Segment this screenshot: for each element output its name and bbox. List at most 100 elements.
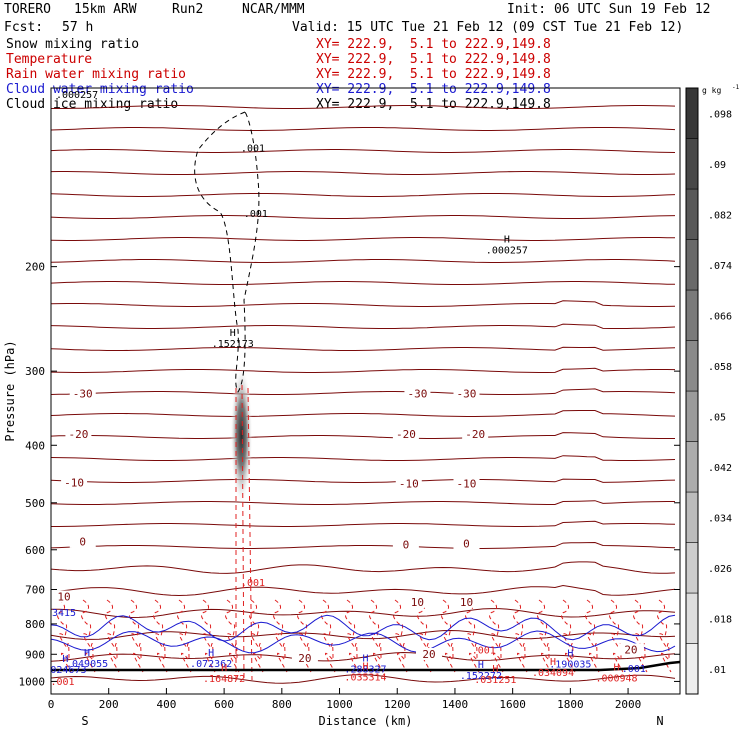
- valid-time: Valid: 15 UTC Tue 21 Feb 12 (09 CST Tue …: [292, 20, 684, 35]
- x-tick-label: 1200: [384, 698, 411, 711]
- isotherm-label: 0: [463, 537, 470, 550]
- isotherm-label: -30: [407, 388, 427, 401]
- field-name: Snow mixing ratio: [6, 37, 140, 52]
- isotherm-label-bg: [65, 428, 92, 441]
- rain-contour: [585, 599, 600, 673]
- colorbar-label: .026: [708, 564, 732, 575]
- extremum-mark: H: [362, 662, 368, 673]
- isotherm-label: -20: [68, 428, 88, 441]
- y-tick-label: 300: [25, 365, 45, 378]
- isotherm-line: [51, 478, 676, 483]
- x-tick-label: 2000: [615, 698, 642, 711]
- contour-label: .001: [472, 645, 496, 656]
- extremum-mark: H: [504, 235, 510, 246]
- extremum-value: .049055: [66, 659, 108, 670]
- extremum-value: .152272: [460, 671, 502, 682]
- colorbar-segment: [685, 188, 699, 240]
- isotherm-line: [51, 259, 676, 263]
- fcst-value: 57 h: [62, 20, 94, 35]
- y-axis-title: Pressure (hPa): [3, 340, 17, 441]
- isotherm-label: 10: [460, 596, 473, 609]
- x-tick-label: 600: [214, 698, 234, 711]
- rain-contour: [129, 599, 144, 673]
- y-tick-label: 800: [25, 618, 45, 631]
- isotherm-line: [51, 455, 676, 461]
- y-tick-label: 700: [25, 584, 45, 597]
- field-xy: XY= 222.9, 5.1 to 222.9,149.8: [316, 52, 551, 67]
- colorbar-unit-exponent: -1: [732, 84, 740, 91]
- x-endpoint-north: N: [656, 714, 663, 728]
- rain-contour: [57, 599, 72, 673]
- isotherm-line: [51, 237, 676, 241]
- isotherm-line: [51, 541, 676, 549]
- isotherm-label-bg: [61, 476, 88, 489]
- isotherm-label: 20: [624, 643, 637, 656]
- rain-contour: [657, 599, 672, 673]
- isotherm-label-bg: [392, 538, 419, 551]
- extremum-mark: H: [550, 657, 556, 668]
- isotherm-line: [51, 367, 676, 373]
- x-tick-label: 1400: [442, 698, 469, 711]
- extremum-value: .000948: [595, 673, 637, 684]
- init-time: Init: 06 UTC Sun 19 Feb 12: [507, 2, 711, 17]
- y-tick-label: 900: [25, 648, 45, 661]
- field-xy: XY= 222.9, 5.1 to 222.9,149.8: [316, 82, 551, 97]
- colorbar-label: .058: [708, 362, 732, 373]
- isotherm-label-bg: [453, 595, 480, 608]
- isotherm-label-bg: [462, 428, 489, 441]
- isotherm-label-bg: [415, 647, 442, 660]
- extremum-mark: H: [567, 649, 573, 660]
- field-name: Rain water mixing ratio: [6, 67, 187, 82]
- isotherm-line: [51, 149, 676, 153]
- isotherm-label: 10: [57, 591, 70, 604]
- isotherm-label: 10: [411, 596, 424, 609]
- contour-label: .001: [622, 664, 646, 675]
- extremum-mark: H: [84, 648, 90, 659]
- rain-contour: [609, 599, 624, 673]
- edge-value: 3415: [52, 608, 76, 619]
- x-axis-title: Distance (km): [319, 714, 413, 728]
- colorbar-label: .01: [708, 665, 726, 676]
- isotherm-line: [51, 520, 676, 527]
- x-tick-label: 0: [48, 698, 55, 711]
- isotherm-label-bg: [69, 387, 96, 400]
- isotherm-label-bg: [404, 387, 431, 400]
- isotherm-line: [51, 300, 676, 307]
- colorbar-label: .082: [708, 210, 732, 221]
- rain-contour: [417, 599, 432, 673]
- extremum-value: .190035: [549, 660, 591, 671]
- colorbar-segment: [685, 138, 699, 190]
- cloud-water-contour: [51, 614, 676, 642]
- isotherm-label-bg: [453, 537, 480, 550]
- x-tick-label: 400: [156, 698, 176, 711]
- isotherm-line: [51, 323, 676, 329]
- isotherm-line: [51, 674, 676, 684]
- isotherm-line: [51, 500, 675, 505]
- field-name: Cloud water mixing ratio: [6, 82, 194, 97]
- x-tick-label: 1000: [326, 698, 353, 711]
- rain-contour: [537, 599, 552, 673]
- extremum-mark: H: [614, 662, 620, 673]
- isotherm-label: -20: [396, 428, 416, 441]
- isotherm-line: [51, 346, 676, 351]
- rain-contour: [225, 599, 240, 673]
- isotherm-label: -20: [465, 428, 485, 441]
- rain-contour: [201, 599, 216, 673]
- extremum-mark: H: [62, 654, 68, 665]
- isotherm-label-bg: [453, 477, 480, 490]
- isotherm-line: [51, 105, 676, 109]
- rain-contour: [249, 599, 264, 673]
- isotherm-label-bg: [69, 535, 96, 548]
- colorbar-unit: g kg: [702, 86, 721, 95]
- colorbar-segment: [685, 441, 699, 493]
- cloud-ice-contour: [194, 111, 260, 393]
- colorbar-label: .05: [708, 412, 726, 423]
- ground-line: [51, 660, 680, 672]
- extremum-mark: H: [492, 664, 498, 675]
- y-tick-label: 1000: [19, 675, 46, 688]
- isotherm-label: 0: [79, 536, 86, 549]
- isotherm-line: [51, 561, 676, 574]
- isotherm-line: [51, 281, 676, 285]
- y-tick-label: 600: [25, 544, 45, 557]
